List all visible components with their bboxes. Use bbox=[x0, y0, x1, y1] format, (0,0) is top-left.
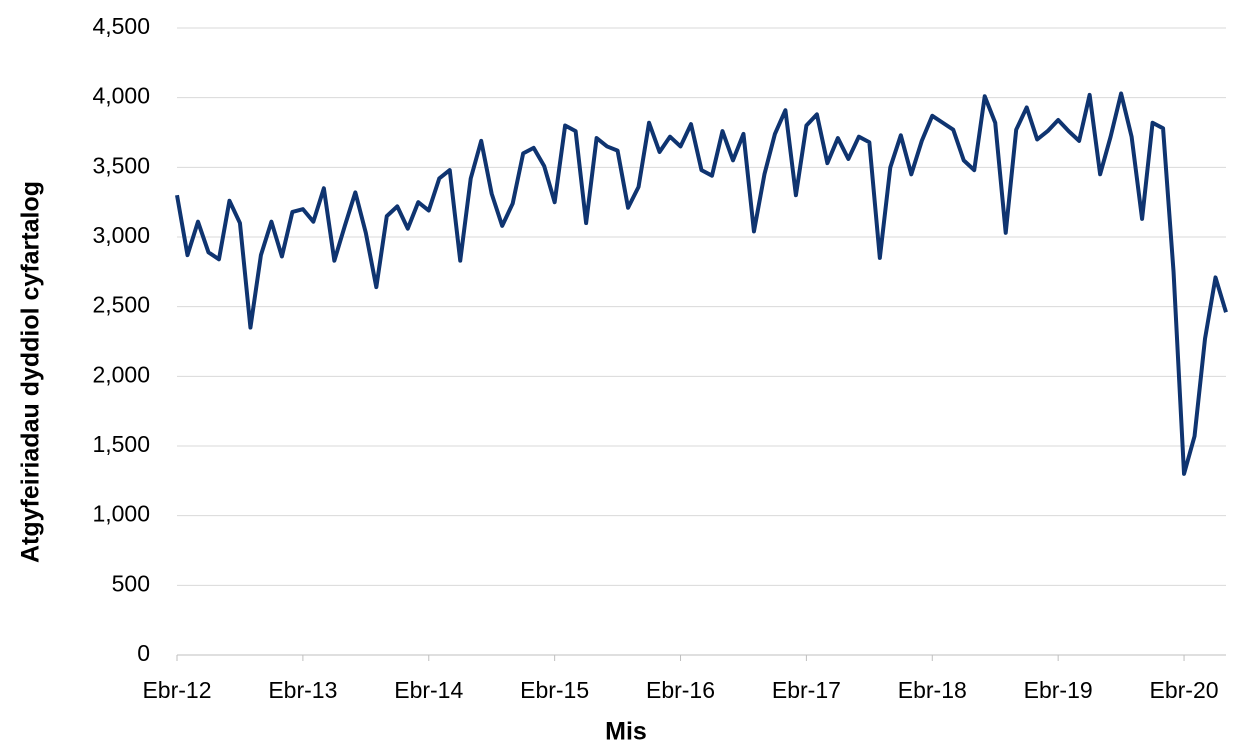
y-tick-label: 2,000 bbox=[92, 361, 150, 387]
x-tick-label: Ebr-13 bbox=[268, 677, 337, 703]
y-tick-label: 2,500 bbox=[92, 292, 150, 318]
x-axis-title: Mis bbox=[605, 718, 647, 746]
y-tick-label: 0 bbox=[137, 640, 150, 666]
y-tick-label: 4,500 bbox=[92, 13, 150, 39]
y-tick-label: 3,500 bbox=[92, 152, 150, 178]
x-tick-label: Ebr-16 bbox=[646, 677, 715, 703]
y-tick-label: 1,000 bbox=[92, 501, 150, 527]
x-tick-label: Ebr-18 bbox=[898, 677, 967, 703]
x-tick-label: Ebr-19 bbox=[1024, 677, 1093, 703]
y-axis-title: Atgyfeiriadau dyddiol cyfartalog bbox=[17, 181, 45, 563]
x-tick-label: Ebr-12 bbox=[142, 677, 211, 703]
line bbox=[175, 91, 1228, 476]
y-tick-label: 3,000 bbox=[92, 222, 150, 248]
y-tick-label: 4,000 bbox=[92, 83, 150, 109]
y-tick-label: 1,500 bbox=[92, 431, 150, 457]
x-tick-label: Ebr-20 bbox=[1150, 677, 1219, 703]
x-tick-label: Ebr-15 bbox=[520, 677, 589, 703]
x-tick-label: Ebr-14 bbox=[394, 677, 463, 703]
x-tick-label: Ebr-17 bbox=[772, 677, 841, 703]
y-tick-label: 500 bbox=[112, 570, 150, 596]
